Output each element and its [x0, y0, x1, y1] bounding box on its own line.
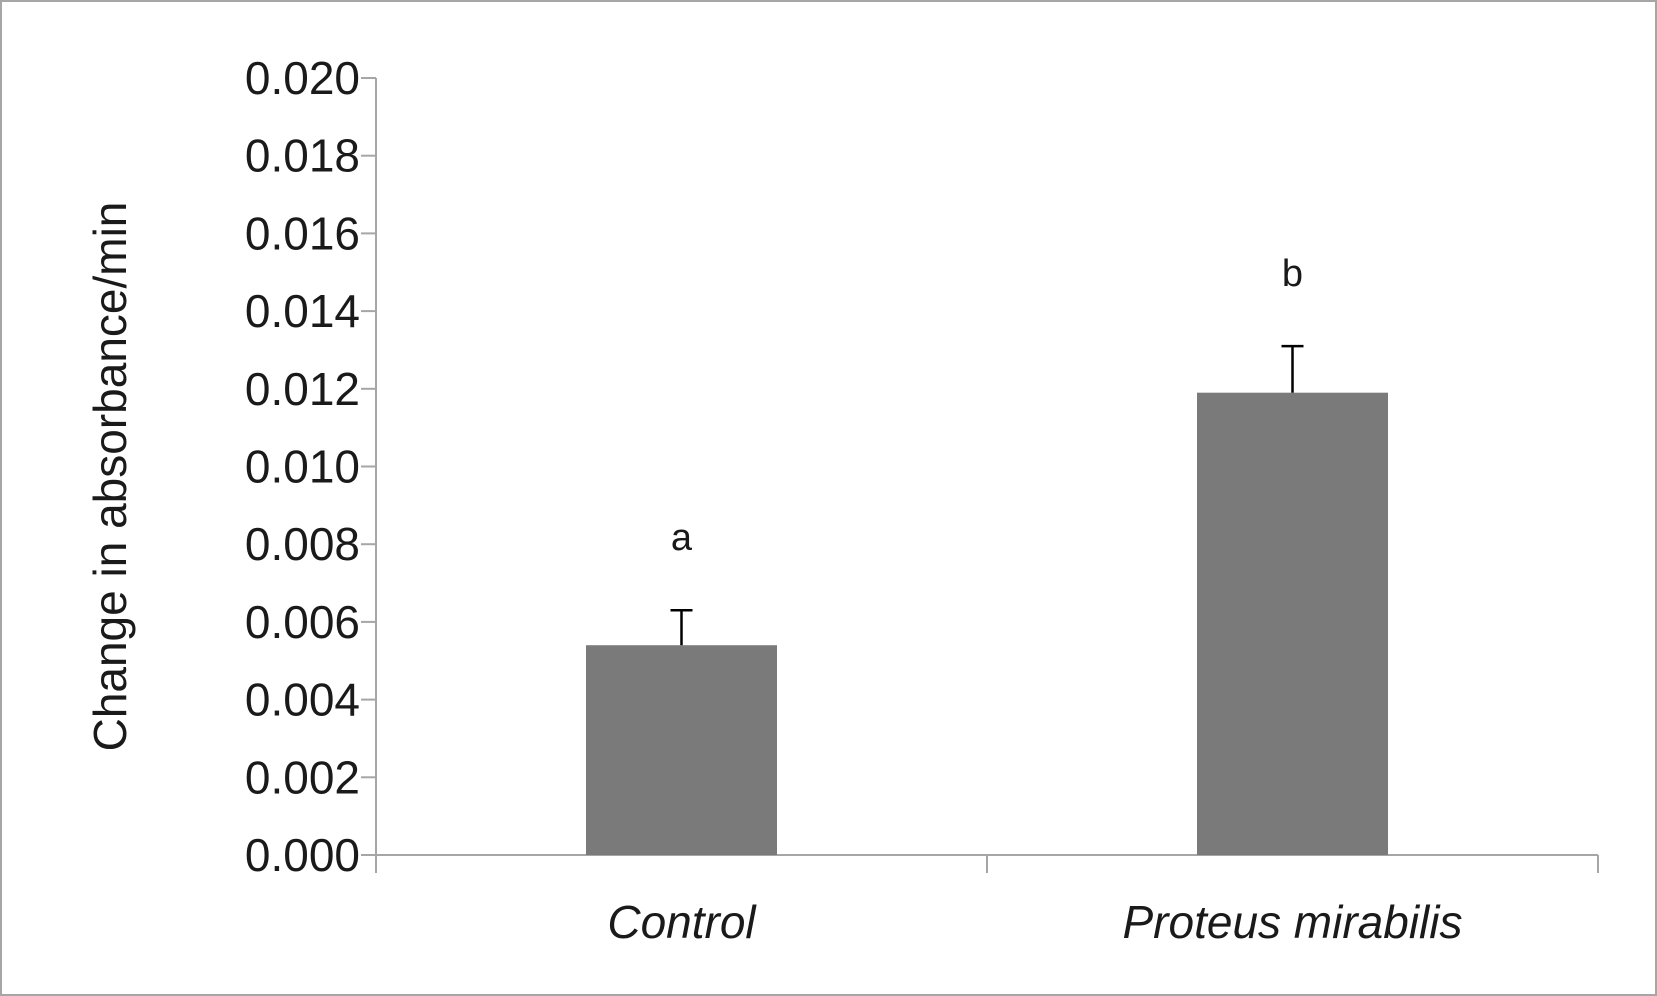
y-axis-title: Change in absorbance/min	[84, 202, 136, 752]
bar-2	[1197, 392, 1388, 855]
y-tick-label: 0.002	[245, 751, 360, 803]
y-tick-label: 0.008	[245, 518, 360, 570]
y-tick-label: 0.006	[245, 596, 360, 648]
y-tick-label: 0.004	[245, 674, 360, 726]
bar-1	[586, 645, 777, 855]
y-tick-label: 0.012	[245, 363, 360, 415]
y-tick-label: 0.016	[245, 207, 360, 259]
y-tick-label: 0.010	[245, 441, 360, 493]
significance-label-2: b	[1282, 253, 1303, 295]
y-tick-label: 0.014	[245, 285, 360, 337]
y-tick-label: 0.000	[245, 829, 360, 881]
y-tick-label: 0.018	[245, 130, 360, 182]
significance-label-1: a	[671, 517, 693, 559]
x-category-label: Control	[607, 896, 757, 948]
y-tick-label: 0.020	[245, 52, 360, 104]
x-category-label: Proteus mirabilis	[1123, 896, 1463, 948]
